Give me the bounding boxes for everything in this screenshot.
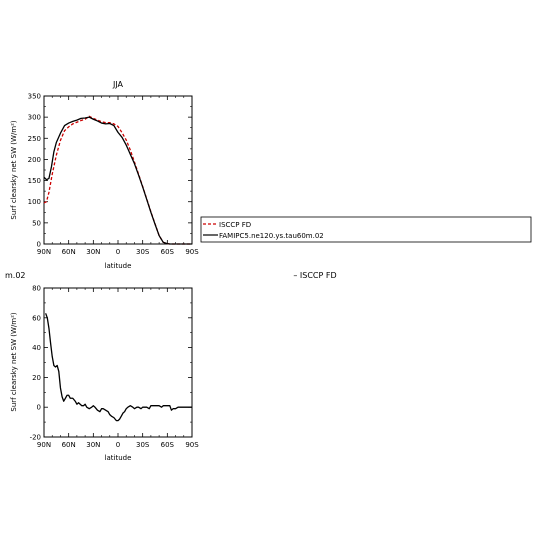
bottom-axis-ticks: 90N 60N 30N 0 30S 60S 90S -20 0 20 40 60 80 [30,285,200,450]
top-ytick-label: 250 [28,135,41,143]
legend-label-isccp: ISCCP FD [219,221,251,229]
top-ytick-label: 350 [28,93,41,101]
bottom-xtick-label: 60S [161,441,175,449]
bottom-ytick-label: 40 [32,344,41,352]
top-ytick-label: 50 [32,219,41,227]
top-xtick-label: 90S [185,248,199,256]
top-xtick-label: 60N [62,248,76,256]
bottom-panel: m.02 – ISCCP FD Surf clearsky net SW (W/… [5,271,337,462]
bottom-xtick-label: 90S [185,441,199,449]
top-xtick-label: 0 [116,248,120,256]
bottom-plot-frame [43,287,193,438]
top-series-line-isccp-fd [43,115,192,245]
top-series-line-famipc5-ne120-ys-tau60m-02 [43,116,192,245]
top-xtick-label: 30N [86,248,100,256]
top-xtick-label: 90N [37,248,51,256]
bottom-panel-title-left: m.02 [5,271,26,280]
bottom-xtick-label: 0 [116,441,120,449]
legend-box [200,216,532,243]
bottom-ytick-label: 80 [32,285,41,293]
bottom-xtick-label: 90N [37,441,51,449]
top-ytick-label: 150 [28,177,41,185]
bottom-xtick-label: 60N [62,441,76,449]
top-panel: JJA Surf clearsky net SW (W/m²) latitude… [10,80,199,270]
top-ytick-label: 300 [28,114,41,122]
top-ytick-label: 0 [37,241,41,249]
legend: ISCCP FD FAMIPC5.ne120.ys.tau60m.02 [200,216,532,243]
bottom-xtick-label: 30N [86,441,100,449]
top-panel-ylabel: Surf clearsky net SW (W/m²) [10,120,18,219]
bottom-panel-title-right: – ISCCP FD [293,271,336,280]
bottom-panel-xlabel: latitude [105,454,132,462]
bottom-xtick-label: 30S [136,441,150,449]
legend-label-model: FAMIPC5.ne120.ys.tau60m.02 [219,232,324,240]
bottom-series-line-difference [45,313,192,422]
bottom-series-group [45,313,192,422]
top-panel-xlabel: latitude [105,262,132,270]
bottom-ytick-label: 20 [32,374,41,382]
top-series-group [43,115,192,245]
top-ytick-label: 100 [28,198,41,206]
bottom-ytick-label: -20 [30,434,41,442]
top-xtick-label: 60S [161,248,175,256]
top-xtick-label: 30S [136,248,150,256]
top-panel-title: JJA [112,80,124,89]
top-axis-ticks: 90N 60N 30N 0 30S 60S 90S 0 50 100 150 200 250 300 350 [28,93,200,257]
bottom-ytick-label: 0 [37,404,41,412]
bottom-ytick-label: 60 [32,314,41,322]
bottom-panel-ylabel: Surf clearsky net SW (W/m²) [10,312,18,411]
top-plot-frame [43,95,193,245]
top-ytick-label: 200 [28,156,41,164]
